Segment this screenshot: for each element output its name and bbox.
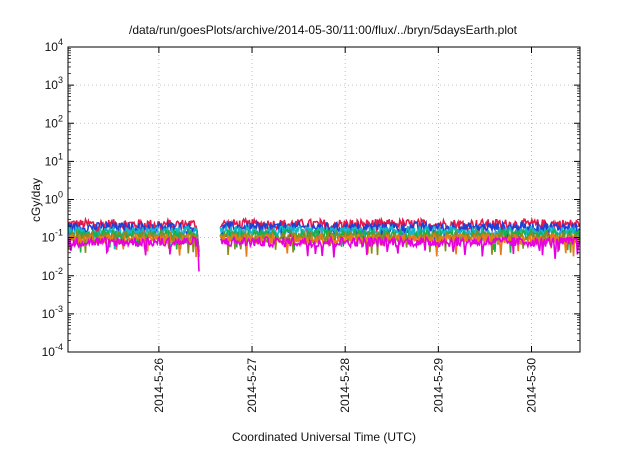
- y-tick-label: 10-3: [42, 304, 63, 321]
- y-tick-label: 103: [45, 75, 63, 92]
- y-tick-label: 102: [45, 113, 63, 130]
- x-tick-label: 2014-5-29: [431, 358, 445, 413]
- series-line: [68, 234, 580, 272]
- x-tick-label: 2014-5-28: [338, 358, 352, 413]
- series-path-after-gap: [220, 234, 580, 259]
- x-tick-label: 2014-5-26: [152, 358, 166, 413]
- series-path-before-gap: [68, 216, 200, 252]
- grid-lines: [68, 47, 580, 352]
- y-tick-label: 10-4: [42, 342, 63, 359]
- chart-title: /data/run/goesPlots/archive/2014-05-30/1…: [129, 23, 518, 37]
- x-axis-label: Coordinated Universal Time (UTC): [232, 430, 416, 444]
- y-tick-label: 100: [45, 190, 63, 207]
- y-tick-label: 101: [45, 151, 63, 168]
- series-path-before-gap: [68, 235, 200, 272]
- y-axis-label: cGy/day: [29, 178, 43, 222]
- y-axis: 10-4 10-3 10-2 10-1 100 101 102 103 104: [42, 37, 580, 359]
- x-tick-label: 2014-5-27: [245, 358, 259, 413]
- y-tick-label: 104: [45, 37, 63, 54]
- x-tick-label: 2014-5-30: [524, 358, 538, 413]
- y-tick-label: 10-2: [42, 266, 63, 283]
- series-group: [68, 216, 580, 272]
- x-axis: 2014-5-26 2014-5-27 2014-5-28 2014-5-29 2014…: [152, 47, 538, 413]
- y-tick-label: 10-1: [42, 228, 63, 245]
- series-path-before-gap: [68, 231, 200, 258]
